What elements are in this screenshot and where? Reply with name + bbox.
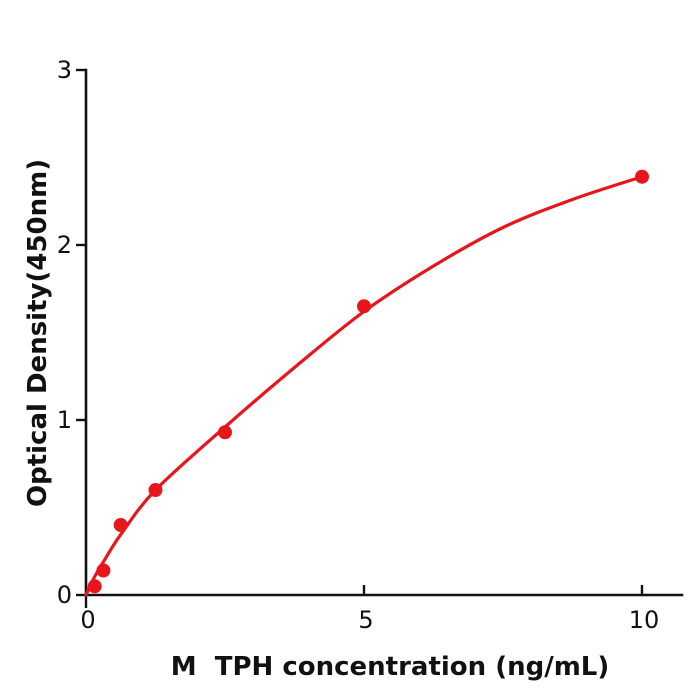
fit-curve: [84, 175, 644, 597]
y-tick-label: 3: [57, 56, 72, 84]
y-tick-label: 2: [57, 231, 72, 259]
data-point: [113, 518, 128, 532]
data-point: [218, 425, 232, 440]
data-point: [96, 563, 111, 578]
axis-spines: [84, 68, 684, 597]
data-point: [87, 579, 102, 594]
x-axis-title: M TPH concentration (ng/mL): [170, 652, 610, 682]
x-tick-label: 5: [358, 606, 373, 634]
data-point: [357, 299, 371, 314]
y-axis-title: Optical Density(450nm): [23, 158, 53, 507]
y-tick-label: 0: [57, 581, 72, 609]
x-tick-label: 10: [629, 606, 660, 634]
data-point: [148, 483, 163, 497]
x-tick-label: 0: [80, 606, 95, 634]
y-tick-label: 1: [57, 406, 72, 434]
data-point: [635, 169, 649, 184]
